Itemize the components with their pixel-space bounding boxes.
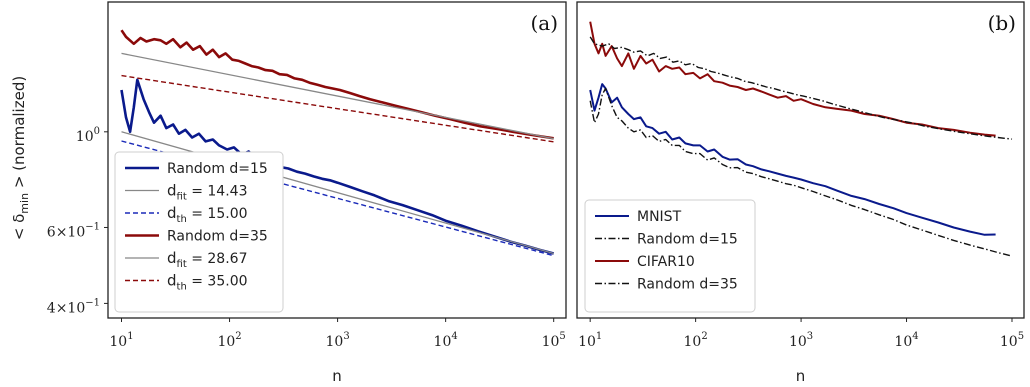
x-axis-label: n: [332, 367, 342, 385]
x-tick-label: 105: [542, 331, 566, 350]
legend-label: dfit = 14.43: [167, 182, 247, 203]
legend-label: CIFAR10: [637, 254, 695, 270]
legend-label: Random d=35: [167, 229, 268, 245]
x-tick-label-part: 10: [789, 334, 807, 350]
x-tick-label-part: 1: [596, 331, 602, 342]
x-tick-label-part: 1: [127, 331, 133, 342]
series-line-b-2: [589, 21, 996, 137]
x-tick-label-part: 10: [684, 334, 702, 350]
legend-label-part: Random d=35: [167, 229, 268, 245]
x-tick-label: 101: [109, 331, 133, 350]
x-tick-label-part: 2: [235, 331, 241, 342]
legend-label-part: d: [167, 204, 177, 222]
x-tick-label: 105: [1000, 331, 1024, 350]
x-tick-label-part: 3: [807, 331, 813, 342]
legend-label: dth = 15.00: [167, 204, 248, 225]
y-axis-label-subscript: min: [18, 193, 31, 214]
series-line-b-0: [589, 83, 996, 236]
panel-label: (a): [530, 11, 558, 35]
panel-a: 101 102 103 104 1054×10−16×10−1100n(a)Random…: [47, 1, 567, 385]
x-tick-label-part: 10: [542, 334, 560, 350]
legend-label-part: Random d=15: [637, 232, 738, 248]
x-tick-label-part: 10: [217, 334, 235, 350]
y-tick-label: 6×10−1: [47, 221, 100, 240]
legend-box: [114, 151, 284, 313]
y-axis-label-suffix: > (normalized): [10, 76, 28, 193]
x-tick-label-part: 10: [1000, 334, 1018, 350]
y-tick-label: 100: [76, 126, 100, 145]
legend-label-part: th: [177, 214, 187, 225]
x-tick-label-part: 10: [325, 334, 343, 350]
legend-label-part: = 28.67: [187, 251, 248, 267]
x-tick-label-part: 4: [912, 331, 918, 342]
series-line-b-3: [589, 36, 1013, 140]
y-tick-label: 4×10−1: [47, 297, 100, 316]
series-line-a-3: [120, 29, 554, 140]
x-tick-label-part: 10: [109, 334, 127, 350]
x-tick-label: 104: [894, 331, 918, 350]
legend-label-part: th: [177, 282, 187, 293]
y-axis-label-prefix: < δ: [10, 214, 28, 241]
x-tick-label-part: 3: [343, 331, 349, 342]
y-tick-label-part: 10: [76, 129, 94, 145]
y-tick-label-part: −1: [85, 297, 100, 308]
x-tick-label-part: 5: [559, 331, 565, 342]
x-tick-label-part: 2: [701, 331, 707, 342]
x-tick-label: 103: [325, 331, 349, 350]
x-tick-label-part: 10: [894, 334, 912, 350]
legend-label-part: fit: [177, 259, 187, 270]
y-tick-label-part: 0: [94, 126, 100, 137]
x-tick-label-part: 10: [578, 334, 596, 350]
y-tick-label-part: 4×10: [47, 300, 85, 316]
legend-label-part: MNIST: [637, 209, 682, 225]
x-tick-label: 102: [684, 331, 708, 350]
series-line-a-5: [121, 74, 554, 143]
x-tick-label: 103: [789, 331, 813, 350]
y-axis-label: < δmin > (normalized): [10, 76, 31, 240]
x-tick-label-part: 5: [1018, 331, 1024, 342]
series-line-a-4: [121, 52, 554, 140]
legend-label-part: CIFAR10: [637, 254, 695, 270]
y-tick-label-part: −1: [85, 221, 100, 232]
legend-label-part: d: [167, 249, 177, 267]
legend-label-part: d: [167, 272, 177, 290]
legend-label: Random d=35: [637, 277, 738, 293]
x-tick-label-part: 4: [451, 331, 457, 342]
x-axis-label: n: [796, 367, 806, 385]
legend-label-part: Random d=15: [167, 161, 268, 177]
x-tick-label: 104: [434, 331, 458, 350]
legend-label-part: = 14.43: [187, 184, 248, 200]
y-tick-label-part: 6×10: [47, 224, 85, 240]
panel-label: (b): [988, 11, 1016, 35]
legend-label-part: = 35.00: [187, 274, 248, 290]
legend-label-part: fit: [177, 192, 187, 203]
legend-label: dth = 35.00: [167, 272, 248, 293]
x-tick-label: 102: [217, 331, 241, 350]
legend-label-part: = 15.00: [187, 206, 248, 222]
legend-label: dfit = 28.67: [167, 249, 247, 270]
legend-label: Random d=15: [637, 232, 738, 248]
plot-frame: [576, 1, 1025, 319]
legend-label-part: d: [167, 182, 177, 200]
x-tick-label-part: 10: [434, 334, 452, 350]
x-tick-label: 101: [578, 331, 602, 350]
plot-frame: [107, 1, 567, 319]
legend-label: MNIST: [637, 209, 682, 225]
y-axis-label-group: < δmin > (normalized): [10, 76, 31, 240]
legend-label: Random d=15: [167, 161, 268, 177]
legend-label-part: Random d=35: [637, 277, 738, 293]
